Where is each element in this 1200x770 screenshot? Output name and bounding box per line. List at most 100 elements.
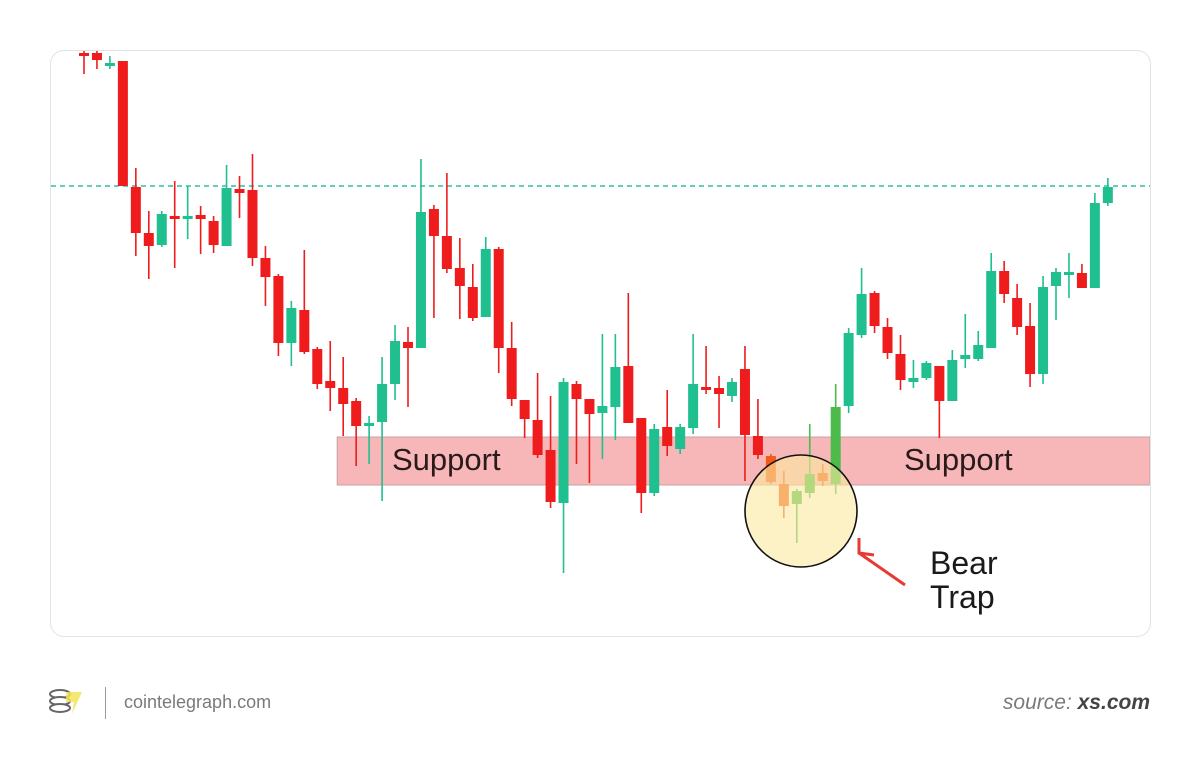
candle-51 bbox=[727, 378, 737, 402]
support-label-left: Support bbox=[392, 442, 501, 477]
candle-body bbox=[688, 384, 699, 428]
candle-body bbox=[493, 249, 504, 348]
candle-8 bbox=[169, 181, 180, 268]
candle-67 bbox=[934, 366, 945, 438]
candle-body bbox=[519, 400, 530, 419]
candle-body bbox=[727, 382, 737, 396]
candle-2 bbox=[91, 51, 102, 69]
candle-39 bbox=[571, 381, 582, 464]
candle-body bbox=[636, 418, 647, 493]
candle-5 bbox=[130, 168, 141, 256]
candle-body bbox=[364, 423, 375, 426]
candle-33 bbox=[493, 247, 504, 373]
candle-body bbox=[156, 214, 167, 245]
candle-74 bbox=[1025, 303, 1036, 387]
candle-16 bbox=[273, 274, 284, 356]
candle-38 bbox=[558, 378, 569, 573]
candle-body bbox=[584, 399, 595, 414]
candle-body bbox=[675, 427, 686, 449]
bear-trap-arrow-head bbox=[857, 538, 875, 557]
candle-25 bbox=[390, 325, 401, 400]
candle-body bbox=[377, 384, 388, 422]
candle-76 bbox=[1051, 268, 1061, 320]
candle-body bbox=[532, 420, 543, 455]
candle-79 bbox=[1089, 193, 1100, 288]
candle-46 bbox=[662, 390, 673, 456]
candle-63 bbox=[882, 318, 893, 359]
candle-body bbox=[558, 382, 569, 503]
candlestick-chart: Support Support Bear Trap bbox=[51, 51, 1150, 615]
candle-61 bbox=[856, 268, 867, 338]
candle-body bbox=[1038, 287, 1049, 374]
bear-trap-arrow-shaft bbox=[858, 551, 906, 587]
candle-28 bbox=[428, 205, 439, 318]
candle-body bbox=[480, 249, 491, 317]
candle-80 bbox=[1102, 178, 1113, 206]
candle-body bbox=[299, 310, 310, 352]
candle-body bbox=[234, 189, 245, 193]
candle-body bbox=[1051, 272, 1061, 286]
candle-66 bbox=[921, 361, 932, 380]
candle-45 bbox=[649, 424, 660, 496]
candle-body bbox=[830, 407, 841, 484]
candle-21 bbox=[338, 357, 349, 436]
candle-body bbox=[623, 366, 634, 423]
candle-68 bbox=[947, 350, 958, 401]
source-prefix: source: bbox=[1002, 691, 1078, 714]
footer-site-link[interactable]: cointelegraph.com bbox=[124, 692, 272, 712]
candle-body bbox=[273, 276, 284, 343]
candle-body bbox=[130, 187, 141, 233]
candle-65 bbox=[908, 360, 919, 388]
candle-19 bbox=[312, 347, 323, 389]
candle-body bbox=[843, 333, 854, 406]
candle-body bbox=[338, 388, 349, 404]
candle-64 bbox=[895, 335, 906, 390]
candle-body bbox=[895, 354, 906, 380]
footer-source: source: xs.com bbox=[1003, 691, 1150, 715]
candle-body bbox=[208, 221, 219, 245]
candle-body bbox=[260, 258, 271, 277]
candle-72 bbox=[999, 261, 1010, 303]
candle-41 bbox=[597, 334, 608, 459]
candle-body bbox=[973, 345, 984, 359]
candle-body bbox=[1089, 203, 1100, 288]
candle-body bbox=[143, 233, 154, 246]
candle-7 bbox=[156, 211, 167, 247]
candle-43 bbox=[623, 293, 634, 423]
candle-body bbox=[597, 406, 608, 413]
bear-trap-circle bbox=[744, 454, 858, 568]
candle-body bbox=[428, 209, 439, 236]
candle-body bbox=[454, 268, 465, 286]
candle-4 bbox=[117, 61, 128, 186]
candle-body bbox=[182, 216, 193, 219]
candle-body bbox=[610, 367, 621, 407]
candle-23 bbox=[364, 416, 375, 464]
candle-body bbox=[403, 342, 413, 348]
candle-60 bbox=[843, 328, 854, 413]
candle-body bbox=[1102, 187, 1113, 203]
candle-body bbox=[999, 271, 1010, 294]
chart-card: Support Support Bear Trap bbox=[50, 50, 1151, 637]
candle-42 bbox=[610, 334, 621, 440]
candle-body bbox=[247, 190, 258, 258]
candle-body bbox=[79, 53, 89, 56]
candle-body bbox=[739, 369, 750, 435]
candle-24 bbox=[377, 357, 388, 501]
candle-44 bbox=[636, 418, 647, 513]
candle-body bbox=[325, 381, 336, 388]
candle-35 bbox=[519, 400, 530, 438]
candle-body bbox=[415, 212, 426, 348]
candle-69 bbox=[960, 314, 971, 368]
candle-36 bbox=[532, 373, 543, 458]
candle-body bbox=[286, 308, 297, 343]
candle-32 bbox=[480, 237, 491, 317]
candle-34 bbox=[506, 322, 517, 406]
support-zone bbox=[336, 436, 1150, 486]
candle-body bbox=[221, 188, 232, 246]
candle-3 bbox=[104, 56, 115, 69]
candle-body bbox=[195, 215, 206, 219]
candle-14 bbox=[247, 154, 258, 266]
candle-body bbox=[312, 349, 323, 384]
candle-body bbox=[714, 388, 725, 394]
candle-47 bbox=[675, 424, 686, 454]
